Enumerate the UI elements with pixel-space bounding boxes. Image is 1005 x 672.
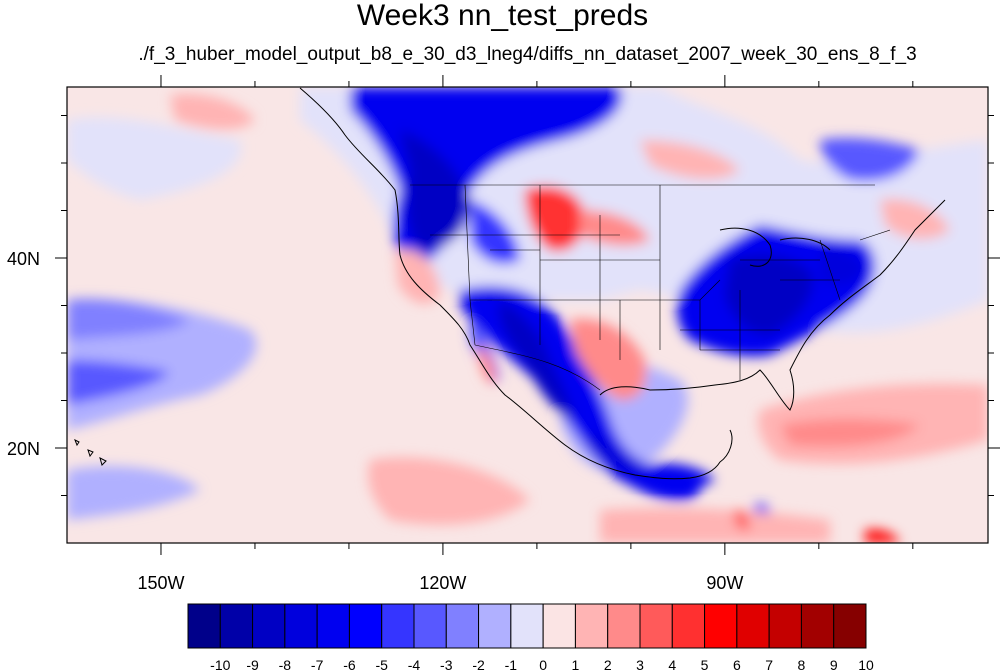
- colorbar-label: 2: [604, 657, 612, 672]
- colorbar-swatch: [381, 603, 415, 649]
- colorbar-label: -4: [408, 657, 421, 672]
- colorbar-swatch: [704, 603, 738, 649]
- corner-red: [865, 529, 900, 543]
- pacific-dark-band: [67, 360, 170, 405]
- dakota-pink: [580, 210, 650, 246]
- atlantic-red: [780, 418, 920, 447]
- colorbar-label: 3: [636, 657, 644, 672]
- colorbar-swatch: [542, 603, 576, 649]
- colorbar-swatch: [284, 603, 318, 649]
- anomaly-field: [67, 87, 988, 543]
- colorbar-label: 4: [668, 657, 676, 672]
- colorbar-swatch: [736, 603, 770, 649]
- colorbar-swatch: [348, 603, 383, 649]
- pacific-pink-north: [170, 93, 255, 130]
- subtropic-blue: [67, 466, 200, 520]
- axis-ticks: [55, 75, 1000, 555]
- colorbar-label: 6: [733, 657, 741, 672]
- colorbar-label: 8: [798, 657, 806, 672]
- lon-tick-label: 90W: [706, 573, 743, 593]
- colorbar-swatch: [639, 603, 673, 649]
- colorbar-swatch: [187, 603, 221, 649]
- colorbar-label: 1: [572, 657, 580, 672]
- lat-tick-label: 20N: [7, 439, 40, 459]
- colorbar-swatch: [413, 603, 447, 649]
- great-lakes: [719, 227, 831, 267]
- colorbar-label: -5: [375, 657, 388, 672]
- coastlines: [74, 87, 946, 480]
- eastern-us-core: [725, 254, 813, 335]
- colorbar-swatch: [607, 603, 641, 649]
- northwest-core: [400, 130, 470, 250]
- colorbar-label: -1: [505, 657, 518, 672]
- colorbar-swatch: [478, 603, 512, 649]
- pacific-pink-south: [368, 457, 530, 525]
- lat-tick-label: 40N: [7, 249, 40, 269]
- colorbar-swatch: [671, 603, 706, 649]
- texas-pink: [570, 319, 647, 400]
- map-subtitle: ./f_3_huber_model_output_b8_e_30_d3_lneg…: [138, 44, 917, 65]
- colorbar-swatch: [219, 603, 254, 649]
- colorbar-label: -8: [279, 657, 292, 672]
- colorbar-swatch: [768, 603, 802, 649]
- colorbar-label: 10: [858, 657, 874, 672]
- colorbar-label: 0: [539, 657, 547, 672]
- southwest-core: [499, 300, 575, 420]
- canada-pink: [640, 140, 740, 180]
- colorbar-swatch: [445, 603, 480, 649]
- north-pacific-light: [67, 117, 242, 200]
- mexico-core: [588, 430, 650, 476]
- colorbar-swatch: [574, 603, 609, 649]
- colorbar-label: 5: [701, 657, 709, 672]
- colorbar-label: -7: [311, 657, 324, 672]
- baja-pink: [478, 345, 496, 385]
- canada-blue: [820, 138, 920, 182]
- colorbar-label: -3: [440, 657, 453, 672]
- caribbean-red-dot: [734, 509, 750, 531]
- pacific-blue-patch: [67, 298, 190, 340]
- colorbar-label: -6: [343, 657, 356, 672]
- colorbar-swatch: [800, 603, 835, 649]
- map-frame: [66, 86, 989, 544]
- colorbar-swatch: [252, 603, 286, 649]
- ohio-valley-blue: [820, 248, 865, 286]
- colorbar: -10 -9 -8 -7 -6 -5 -4 -3 -2 -1 0 1 2 3 4 5 6 7 8 9 10: [187, 603, 874, 672]
- colorbar-swatch: [510, 603, 544, 649]
- new-england-pink: [880, 199, 950, 240]
- colorbar-label: 7: [765, 657, 773, 672]
- colorbar-label: -2: [472, 657, 485, 672]
- north-america-coast: [299, 87, 946, 480]
- california-pink: [395, 249, 440, 304]
- colorbar-swatch: [316, 603, 350, 649]
- map-title: Week3 nn_test_preds: [356, 0, 649, 32]
- axis-tick-labels: 150W 120W 90W 40N 20N: [7, 249, 743, 593]
- great-basin-blue: [470, 200, 520, 264]
- hawaii: [74, 438, 107, 466]
- colorbar-label: 9: [830, 657, 838, 672]
- colorbar-swatch: [833, 603, 867, 649]
- lon-tick-label: 120W: [419, 573, 466, 593]
- yucatan-blue: [650, 463, 715, 488]
- political-borders: [410, 184, 891, 391]
- caribbean-pink: [600, 508, 830, 543]
- lon-tick-label: 150W: [137, 573, 184, 593]
- colorbar-label: -9: [246, 657, 259, 672]
- colorbar-label: -10: [210, 657, 230, 672]
